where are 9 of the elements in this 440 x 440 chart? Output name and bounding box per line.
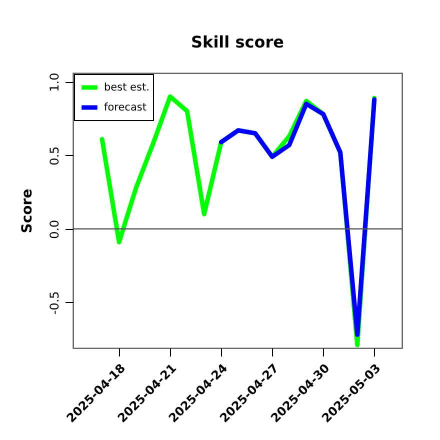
y-tick-label: 0.0 xyxy=(48,220,62,239)
y-tick-label: 0.5 xyxy=(48,146,62,166)
legend-label: best est. xyxy=(104,82,150,94)
chart-title: Skill score xyxy=(191,32,284,52)
legend-label: forecast xyxy=(104,102,146,114)
y-axis-title: Score xyxy=(20,188,36,234)
line-series xyxy=(218,97,377,338)
y-tick-label: -0.5 xyxy=(48,291,62,315)
y-tick-label: 1.0 xyxy=(48,72,62,92)
